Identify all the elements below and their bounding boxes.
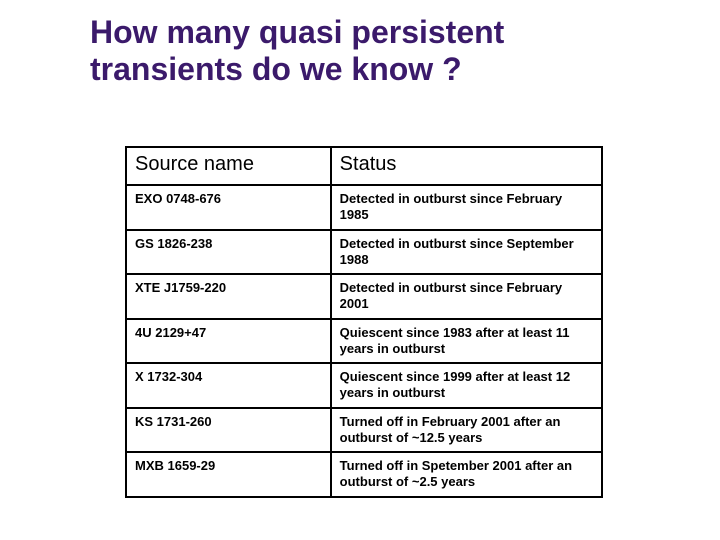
header-status: Status	[331, 147, 602, 185]
table-header-row: Source name Status	[126, 147, 602, 185]
cell-status: Detected in outburst since September 198…	[331, 230, 602, 275]
cell-source: GS 1826-238	[126, 230, 331, 275]
table-row: 4U 2129+47 Quiescent since 1983 after at…	[126, 319, 602, 364]
table-row: X 1732-304 Quiescent since 1999 after at…	[126, 363, 602, 408]
table-row: EXO 0748-676 Detected in outburst since …	[126, 185, 602, 230]
cell-status: Quiescent since 1983 after at least 11 y…	[331, 319, 602, 364]
slide: How many quasi persistent transients do …	[0, 0, 720, 540]
title-line-1: How many quasi persistent	[90, 14, 504, 50]
table-row: XTE J1759-220 Detected in outburst since…	[126, 274, 602, 319]
table-row: MXB 1659-29 Turned off in Spetember 2001…	[126, 452, 602, 497]
cell-source: MXB 1659-29	[126, 452, 331, 497]
cell-source: 4U 2129+47	[126, 319, 331, 364]
cell-status: Detected in outburst since February 2001	[331, 274, 602, 319]
table-row: GS 1826-238 Detected in outburst since S…	[126, 230, 602, 275]
cell-status: Turned off in Spetember 2001 after an ou…	[331, 452, 602, 497]
transients-table-wrap: Source name Status EXO 0748-676 Detected…	[125, 146, 603, 498]
header-source-name: Source name	[126, 147, 331, 185]
cell-source: KS 1731-260	[126, 408, 331, 453]
cell-source: XTE J1759-220	[126, 274, 331, 319]
cell-status: Turned off in February 2001 after an out…	[331, 408, 602, 453]
cell-source: EXO 0748-676	[126, 185, 331, 230]
cell-status: Quiescent since 1999 after at least 12 y…	[331, 363, 602, 408]
slide-title: How many quasi persistent transients do …	[90, 14, 630, 88]
cell-source: X 1732-304	[126, 363, 331, 408]
table-row: KS 1731-260 Turned off in February 2001 …	[126, 408, 602, 453]
transients-table: Source name Status EXO 0748-676 Detected…	[125, 146, 603, 498]
cell-status: Detected in outburst since February 1985	[331, 185, 602, 230]
title-line-2: transients do we know ?	[90, 51, 462, 87]
